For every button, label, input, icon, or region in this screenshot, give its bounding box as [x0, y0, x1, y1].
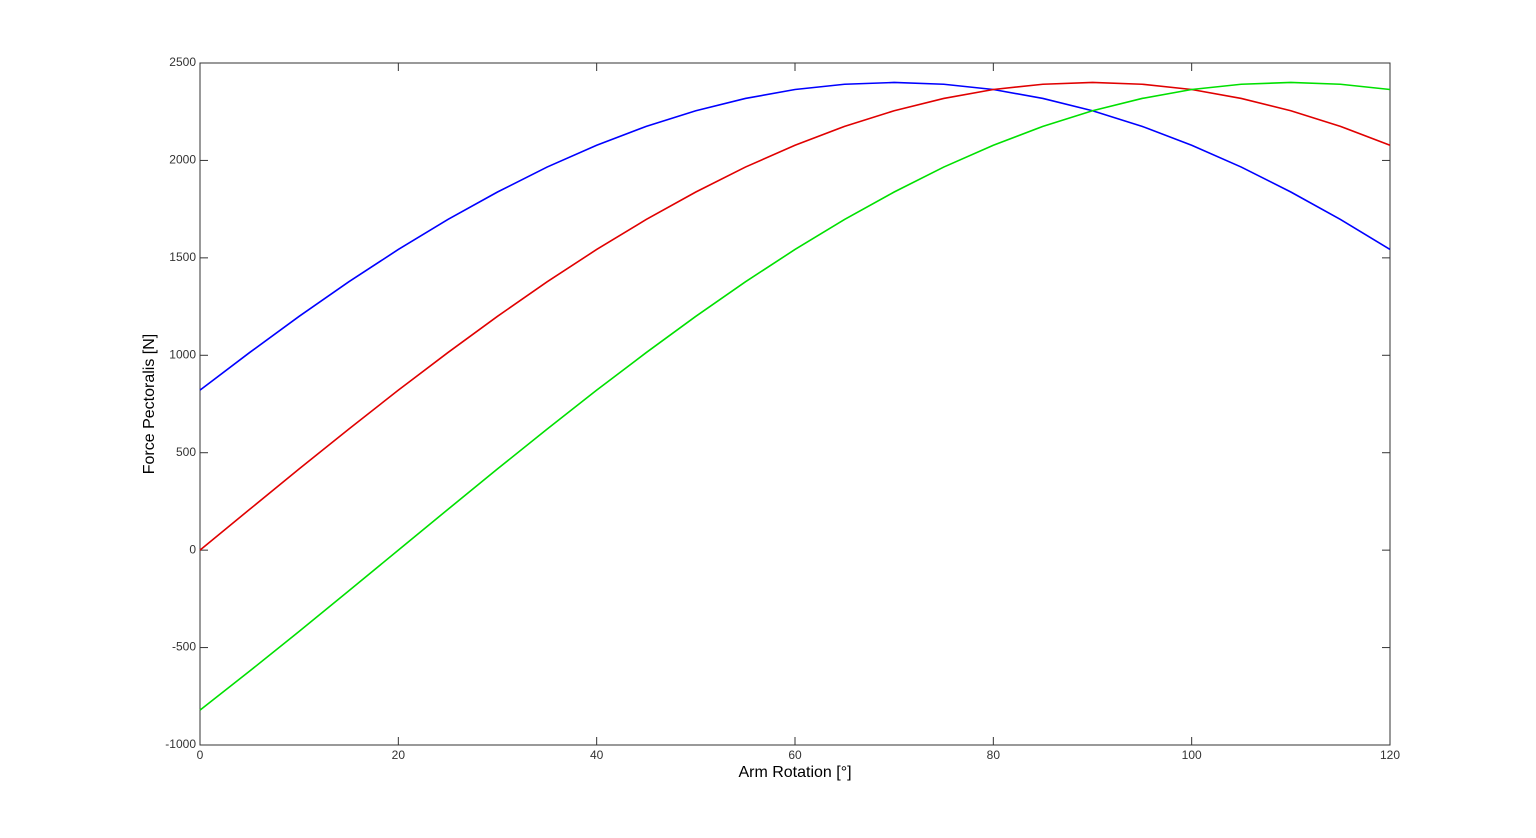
x-tick-label: 60 [788, 748, 802, 762]
x-tick-label: 80 [987, 748, 1001, 762]
y-axis-label: Force Pectoralis [N] [141, 334, 158, 474]
y-tick-label: 2500 [169, 55, 196, 69]
y-tick-label: 0 [189, 542, 196, 556]
y-tick-label: 1000 [169, 347, 196, 361]
line-series [199, 81, 1391, 391]
y-tick-label: -1000 [165, 737, 196, 751]
x-tick-label: 120 [1380, 748, 1400, 762]
x-tick-label: 20 [392, 748, 406, 762]
x-tick-label: 40 [590, 748, 604, 762]
line-series [199, 81, 1391, 711]
y-tick-label: 1500 [169, 250, 196, 264]
x-tick-label: 0 [197, 748, 204, 762]
y-tick-label: 2000 [169, 153, 196, 167]
x-tick-label: 100 [1182, 748, 1202, 762]
x-axis-label: Arm Rotation [°] [738, 764, 851, 781]
y-tick-label: -500 [172, 640, 196, 654]
y-tick-label: 500 [176, 445, 196, 459]
